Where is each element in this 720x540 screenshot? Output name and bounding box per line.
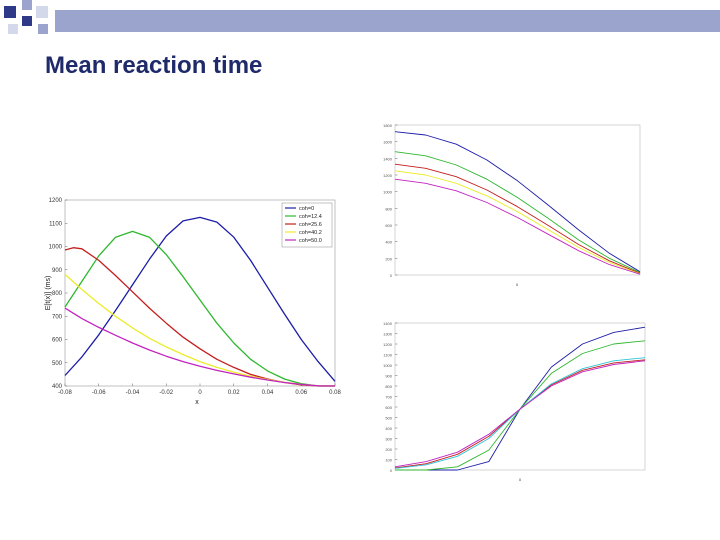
- y-tick-label: 100: [385, 458, 392, 463]
- deco-square: [36, 6, 48, 18]
- x-tick-label: 0.04: [262, 390, 274, 396]
- x-axis-label: x: [195, 399, 199, 406]
- series-line-1: [394, 151, 641, 273]
- y-tick-label: 200: [385, 447, 392, 452]
- series-line-0: [64, 216, 336, 382]
- y-tick-label: 700: [385, 395, 392, 400]
- y-tick-label: 1400: [383, 156, 393, 161]
- y-tick-label: 400: [385, 426, 392, 431]
- x-tick-label: -0.06: [92, 390, 106, 396]
- series-line-1: [64, 230, 335, 387]
- header-band: [55, 10, 720, 32]
- y-tick-label: 0: [390, 468, 393, 473]
- y-tick-label: 700: [52, 314, 63, 320]
- y-tick-label: 400: [52, 384, 63, 390]
- deco-square: [22, 0, 32, 10]
- deco-square: [38, 24, 48, 34]
- y-tick-label: 200: [385, 256, 392, 261]
- legend-label: coh=12.4: [299, 214, 322, 220]
- y-tick-label: 1200: [49, 198, 63, 204]
- y-tick-label: 0: [390, 273, 393, 278]
- x-tick-label: 0.02: [228, 390, 240, 396]
- y-tick-label: 1100: [383, 353, 392, 358]
- slide-title: Mean reaction time: [45, 52, 263, 79]
- x-axis-label: x: [519, 477, 522, 482]
- legend-label: coh=40.2: [299, 230, 322, 236]
- x-tick-label: -0.02: [159, 390, 173, 396]
- y-tick-label: 1000: [49, 245, 63, 251]
- x-axis-label: x: [516, 282, 519, 287]
- series-line-3: [394, 170, 641, 275]
- legend-label: coh=25.6: [299, 222, 322, 228]
- y-tick-label: 1100: [49, 221, 63, 227]
- deco-square: [4, 6, 16, 18]
- secondary-chart-bottom: 0 100 200 300 400 500 600 700 800 900 1000 1100 1200…: [383, 321, 646, 482]
- legend-label: coh=0: [299, 206, 314, 212]
- legend-label: coh=50.0: [299, 238, 322, 244]
- series-line-4: [64, 307, 336, 387]
- y-tick-label: 400: [385, 240, 392, 245]
- header-decoration: [4, 0, 720, 34]
- series-line-0: [394, 131, 641, 273]
- series-line-4: [394, 178, 641, 275]
- y-tick-label: 1000: [383, 363, 393, 368]
- secondary-chart-top: 0 200 400 600 800 1000 1200 1400 1600 1800 x: [383, 123, 641, 287]
- y-tick-label: 600: [385, 223, 392, 228]
- x-tick-label: 0.06: [295, 390, 307, 396]
- y-axis-label: E[t(x)] (ms): [45, 276, 52, 311]
- y-tick-label: 800: [385, 384, 392, 389]
- y-tick-label: 600: [52, 338, 63, 344]
- series-line-2: [394, 163, 641, 274]
- deco-square: [8, 24, 18, 34]
- y-tick-label: 800: [52, 291, 63, 297]
- series-line-4: [394, 360, 646, 468]
- x-tick-label: -0.04: [126, 390, 140, 396]
- y-tick-label: 1200: [383, 173, 393, 178]
- deco-square: [22, 16, 32, 26]
- plot-frame: [394, 322, 646, 471]
- y-tick-label: 300: [385, 437, 392, 442]
- y-tick-label: 1000: [383, 190, 393, 195]
- y-tick-label: 1400: [383, 321, 393, 326]
- y-tick-label: 500: [52, 361, 63, 367]
- mean-rt-chart: -0.08 -0.06 -0.04 -0.02 0 0.02 0.04 0.06 0.08 400…: [45, 198, 341, 406]
- x-tick-label: 0: [198, 390, 202, 396]
- y-tick-label: 800: [385, 206, 392, 211]
- x-tick-label: 0.08: [329, 390, 341, 396]
- y-tick-label: 500: [385, 416, 392, 421]
- y-tick-label: 1800: [383, 123, 393, 128]
- y-tick-label: 900: [385, 374, 392, 379]
- y-tick-label: 600: [385, 405, 392, 410]
- y-tick-label: 1200: [383, 342, 393, 347]
- y-tick-label: 900: [52, 268, 63, 274]
- y-tick-label: 1600: [383, 140, 393, 145]
- x-tick-label: -0.08: [58, 390, 72, 396]
- plot-frame: [394, 124, 641, 276]
- y-tick-label: 1300: [383, 332, 393, 337]
